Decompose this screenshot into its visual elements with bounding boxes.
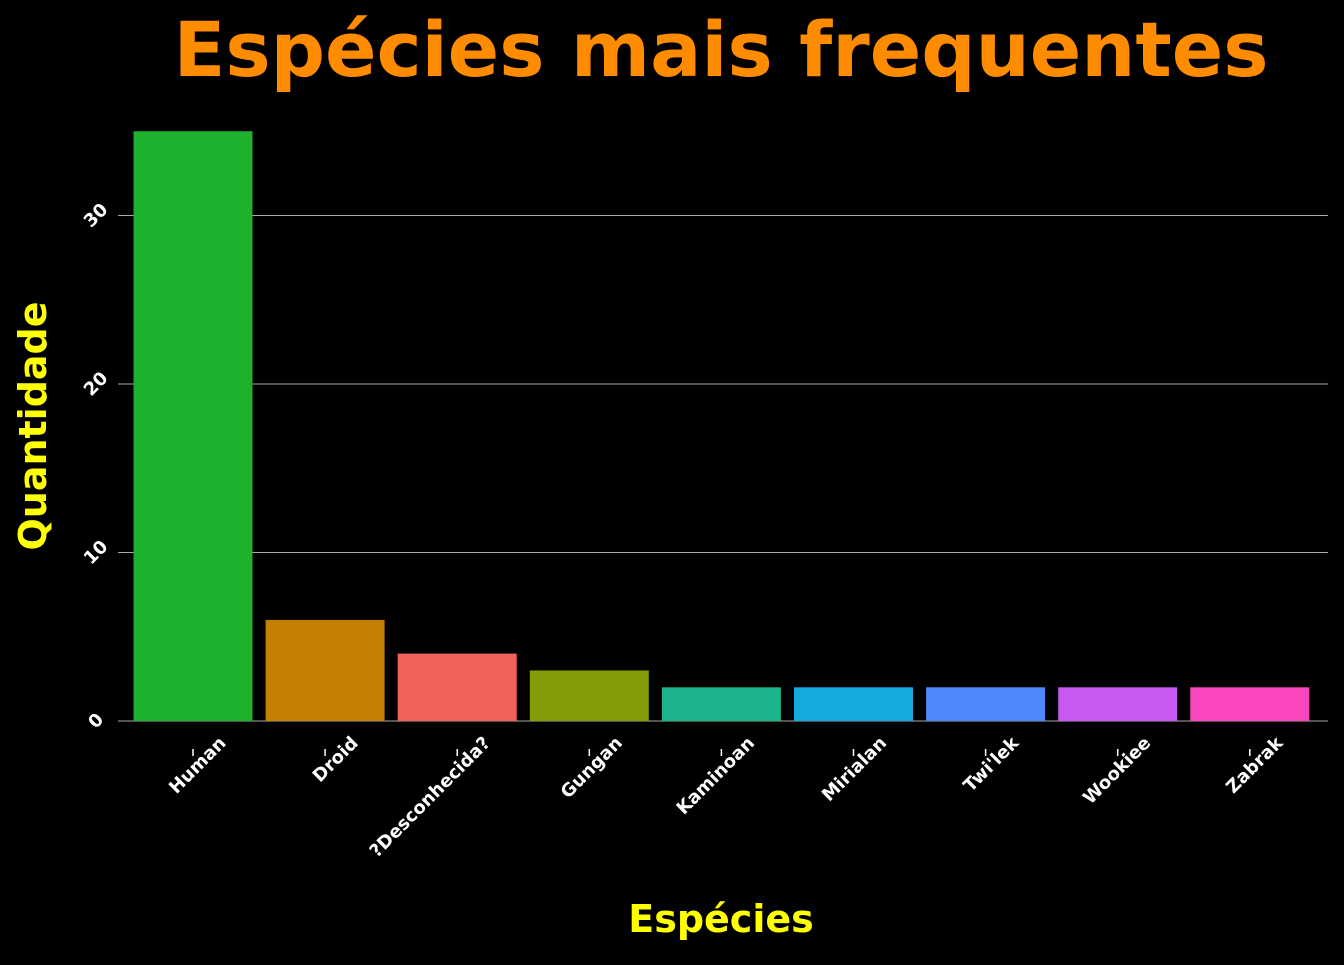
- bar-mirialan: [794, 687, 913, 721]
- bar-desconhecida: [397, 653, 517, 721]
- chart-title: Espécies mais frequentes: [173, 5, 1268, 94]
- bar-human: [133, 131, 253, 721]
- bar-twilek: [926, 687, 1046, 721]
- bar-droid: [265, 619, 385, 721]
- bar-zabrak: [1190, 687, 1310, 721]
- x-axis-label: Espécies: [628, 897, 814, 941]
- bar-gungan: [529, 670, 649, 721]
- bar-wookiee: [1058, 687, 1178, 721]
- y-axis-label: Quantidade: [11, 301, 55, 550]
- bar-kaminoan: [661, 687, 781, 721]
- bars: [133, 131, 1310, 721]
